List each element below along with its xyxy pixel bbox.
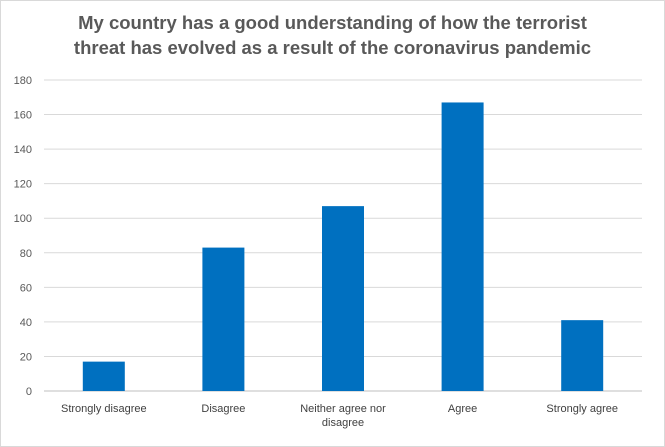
y-tick-label: 20 — [20, 351, 32, 363]
y-tick-label: 60 — [20, 282, 32, 294]
x-category-label: Agree — [448, 403, 477, 415]
x-category-label: Strongly disagree — [61, 403, 147, 415]
x-category-label: disagree — [322, 417, 364, 429]
x-category-label: Strongly agree — [546, 403, 618, 415]
bar — [322, 206, 364, 391]
y-tick-label: 180 — [14, 75, 32, 87]
x-category-label: Neither agree nor — [300, 403, 386, 415]
y-tick-label: 120 — [14, 179, 32, 191]
bar — [202, 247, 245, 391]
bar — [441, 102, 484, 391]
y-tick-label: 80 — [20, 248, 32, 260]
chart-title-line-1: My country has a good understanding of h… — [78, 12, 587, 33]
y-tick-label: 160 — [14, 110, 32, 122]
x-category-label: Disagree — [201, 403, 245, 415]
chart-title: My country has a good understanding of h… — [0, 10, 665, 60]
y-tick-label: 0 — [26, 386, 32, 398]
y-tick-label: 140 — [14, 144, 32, 156]
bar — [561, 320, 604, 391]
y-tick-label: 40 — [20, 317, 32, 329]
bar — [82, 361, 125, 391]
chart-title-line-2: threat has evolved as a result of the co… — [73, 37, 592, 58]
y-tick-label: 100 — [14, 213, 32, 225]
